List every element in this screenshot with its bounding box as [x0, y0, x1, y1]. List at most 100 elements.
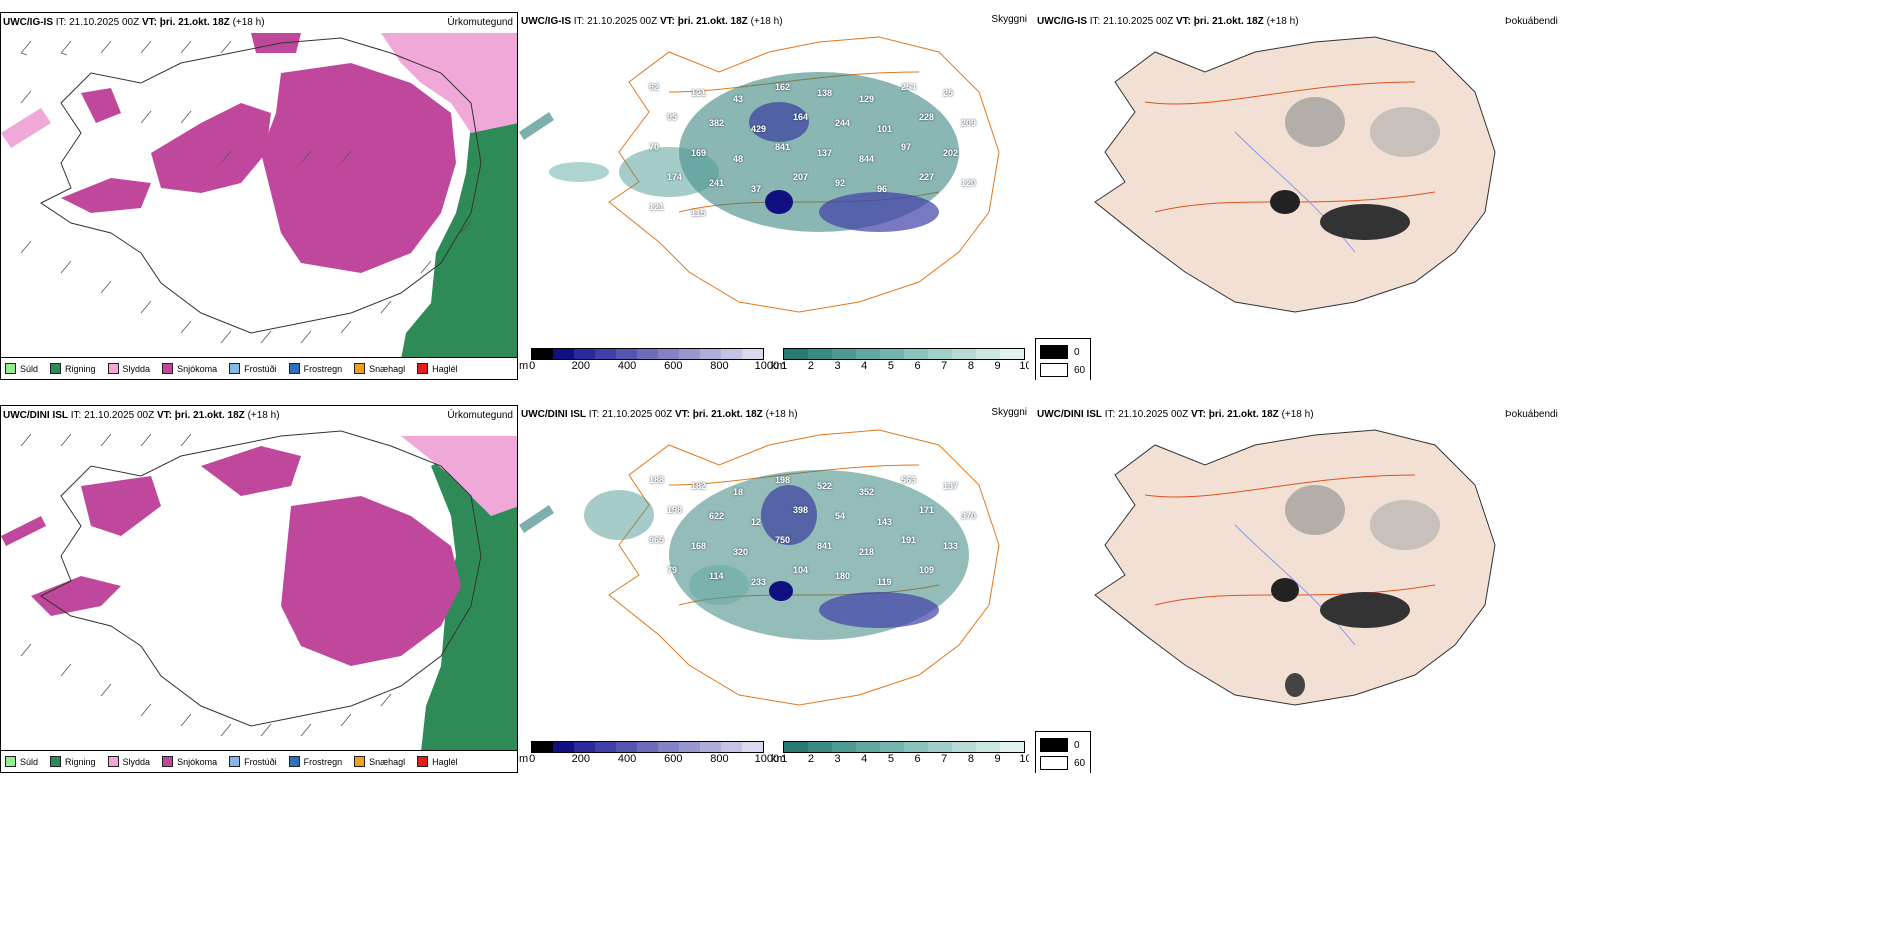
colorbar-cell	[832, 742, 856, 752]
colorbar-tick: 8	[967, 360, 974, 372]
colorbar-tick: 3	[834, 360, 841, 372]
it-label: IT:	[588, 409, 600, 420]
ceiling-value-label: 174	[667, 172, 683, 182]
colorbar-cell	[532, 742, 553, 752]
colorbar-tick: 2	[807, 753, 814, 765]
colorbar-cell	[553, 742, 574, 752]
fog-legend-swatch	[1040, 363, 1068, 377]
colorbar-cell	[742, 742, 763, 752]
legend-label: Snæhagl	[369, 756, 406, 767]
colorbar-tick: 200	[571, 753, 591, 765]
colorbar-tick: 1000	[754, 360, 780, 372]
colorbar-cell	[904, 349, 928, 359]
fog-header-bottom: UWC/DINI ISL IT: 21.10.2025 00Z VT: þri.…	[1037, 409, 1314, 420]
legend-item: Haglél	[417, 363, 458, 374]
ceiling-value-label: 622	[709, 511, 725, 521]
colorbar-cell	[952, 349, 976, 359]
colorbar-tick: 600	[664, 360, 683, 372]
legend-label: Frostúði	[244, 363, 277, 374]
ceiling-value-label: 138	[817, 88, 833, 98]
ceiling-value-label: 119	[877, 577, 892, 587]
colorbar-cell	[595, 349, 616, 359]
ceiling-value-label: 320	[733, 547, 749, 557]
vt-value: þri. 21.okt. 18Z	[159, 17, 230, 28]
model-label: UWC/DINI ISL	[1037, 409, 1102, 420]
precip-map-top	[1, 13, 517, 379]
ceiling-value-label: 191	[901, 535, 917, 545]
colorbar-cell	[553, 349, 574, 359]
legend-item: Slydda	[107, 363, 151, 374]
colorbar-cell	[880, 349, 904, 359]
colorbar-tick: 7	[941, 360, 948, 372]
ceiling-value-label: 137	[817, 148, 833, 158]
it-value: 21.10.2025 00Z	[1103, 16, 1174, 27]
colorbar-cell	[658, 742, 679, 752]
ceiling-value-label: 114	[709, 571, 724, 581]
colorbar-tick: 2	[807, 360, 814, 372]
fog-legend-label: 60	[1074, 364, 1086, 376]
ceiling-value-label: 121	[649, 202, 665, 212]
colorbar-tick: 5	[887, 360, 894, 372]
vt-value: þri. 21.okt. 18Z	[692, 409, 763, 420]
precip-map-bottom	[1, 406, 517, 772]
colorbar-tick: 3	[834, 753, 841, 765]
legend-swatch	[229, 756, 241, 767]
ceiling-value-label: 841	[775, 142, 791, 152]
colorbar-cell	[784, 349, 808, 359]
colorbar-tick: 800	[710, 753, 729, 765]
legend-swatch	[288, 363, 300, 374]
ceiling-value-label: 164	[793, 112, 809, 122]
lead-time: (+18 h)	[1266, 16, 1299, 27]
precip-panel-top: UWC/IG-IS IT: 21.10.2025 00Z VT: þri. 21…	[0, 12, 518, 380]
it-value: 21.10.2025 00Z	[587, 16, 658, 27]
cloud-header-top: UWC/IG-IS IT: 21.10.2025 00Z VT: þri. 21…	[521, 16, 783, 27]
ceiling-value-label: 133	[943, 541, 959, 551]
ceiling-value-label: 169	[691, 148, 707, 158]
precip-header-bottom: UWC/DINI ISL IT: 21.10.2025 00Z VT: þri.…	[3, 410, 280, 421]
visibility-colorbar-top: km 1 2 3 4 5 6 7 8 9 10	[771, 348, 1029, 380]
fog-legend-row: 0	[1040, 738, 1080, 752]
fog-legend-swatch	[1040, 345, 1068, 359]
fog-legend-swatch	[1040, 738, 1068, 752]
colorbar-unit: km	[771, 360, 786, 372]
colorbar-cell	[928, 349, 952, 359]
ceiling-value-label: 209	[961, 118, 977, 128]
colorbar-cell	[880, 742, 904, 752]
vt-label: VT:	[1175, 16, 1191, 27]
colorbar-cell	[832, 349, 856, 359]
ceiling-value-label: 254	[901, 82, 917, 92]
ceiling-colorbar-top: m 0 200 400 600 800 1000	[519, 348, 779, 380]
colorbar-cell	[679, 349, 700, 359]
fog-legend-swatch	[1040, 756, 1068, 770]
legend-swatch	[107, 756, 119, 767]
colorbar-cell	[721, 742, 742, 752]
ceiling-value-label: 198	[775, 475, 791, 485]
ceiling-map-top	[519, 36, 1000, 313]
ceiling-value-label: 370	[961, 511, 977, 521]
fog-map-top	[1094, 36, 1496, 313]
colorbar-tick: 1	[781, 360, 788, 372]
legend-swatch	[5, 363, 16, 374]
legend-swatch	[229, 363, 241, 374]
fog-legend-label: 0	[1074, 739, 1080, 751]
legend-label: Slydda	[122, 363, 151, 374]
it-value: 21.10.2025 00Z	[69, 17, 140, 28]
model-label: UWC/DINI ISL	[3, 410, 68, 421]
ceiling-value-label: 228	[919, 112, 935, 122]
ceiling-value-label: 522	[817, 481, 833, 491]
legend-item: Frostregn	[288, 363, 342, 374]
it-label: IT:	[573, 16, 585, 27]
legend-swatch	[50, 756, 62, 767]
ceiling-value-label: 70	[649, 142, 660, 152]
model-label: UWC/DINI ISL	[521, 409, 586, 420]
colorbar-tick: 0	[529, 360, 536, 372]
colorbar-cell	[616, 742, 637, 752]
colorbar-tick: 0	[529, 753, 536, 765]
fog-legend-label: 60	[1074, 757, 1086, 769]
colorbar-cell	[616, 349, 637, 359]
colorbar-tick: 10	[1019, 753, 1029, 765]
ceiling-value-label: 121	[691, 88, 707, 98]
vt-label: VT:	[156, 410, 172, 421]
legend-item: Rigning	[50, 363, 96, 374]
ceiling-value-label: 97	[901, 142, 912, 152]
